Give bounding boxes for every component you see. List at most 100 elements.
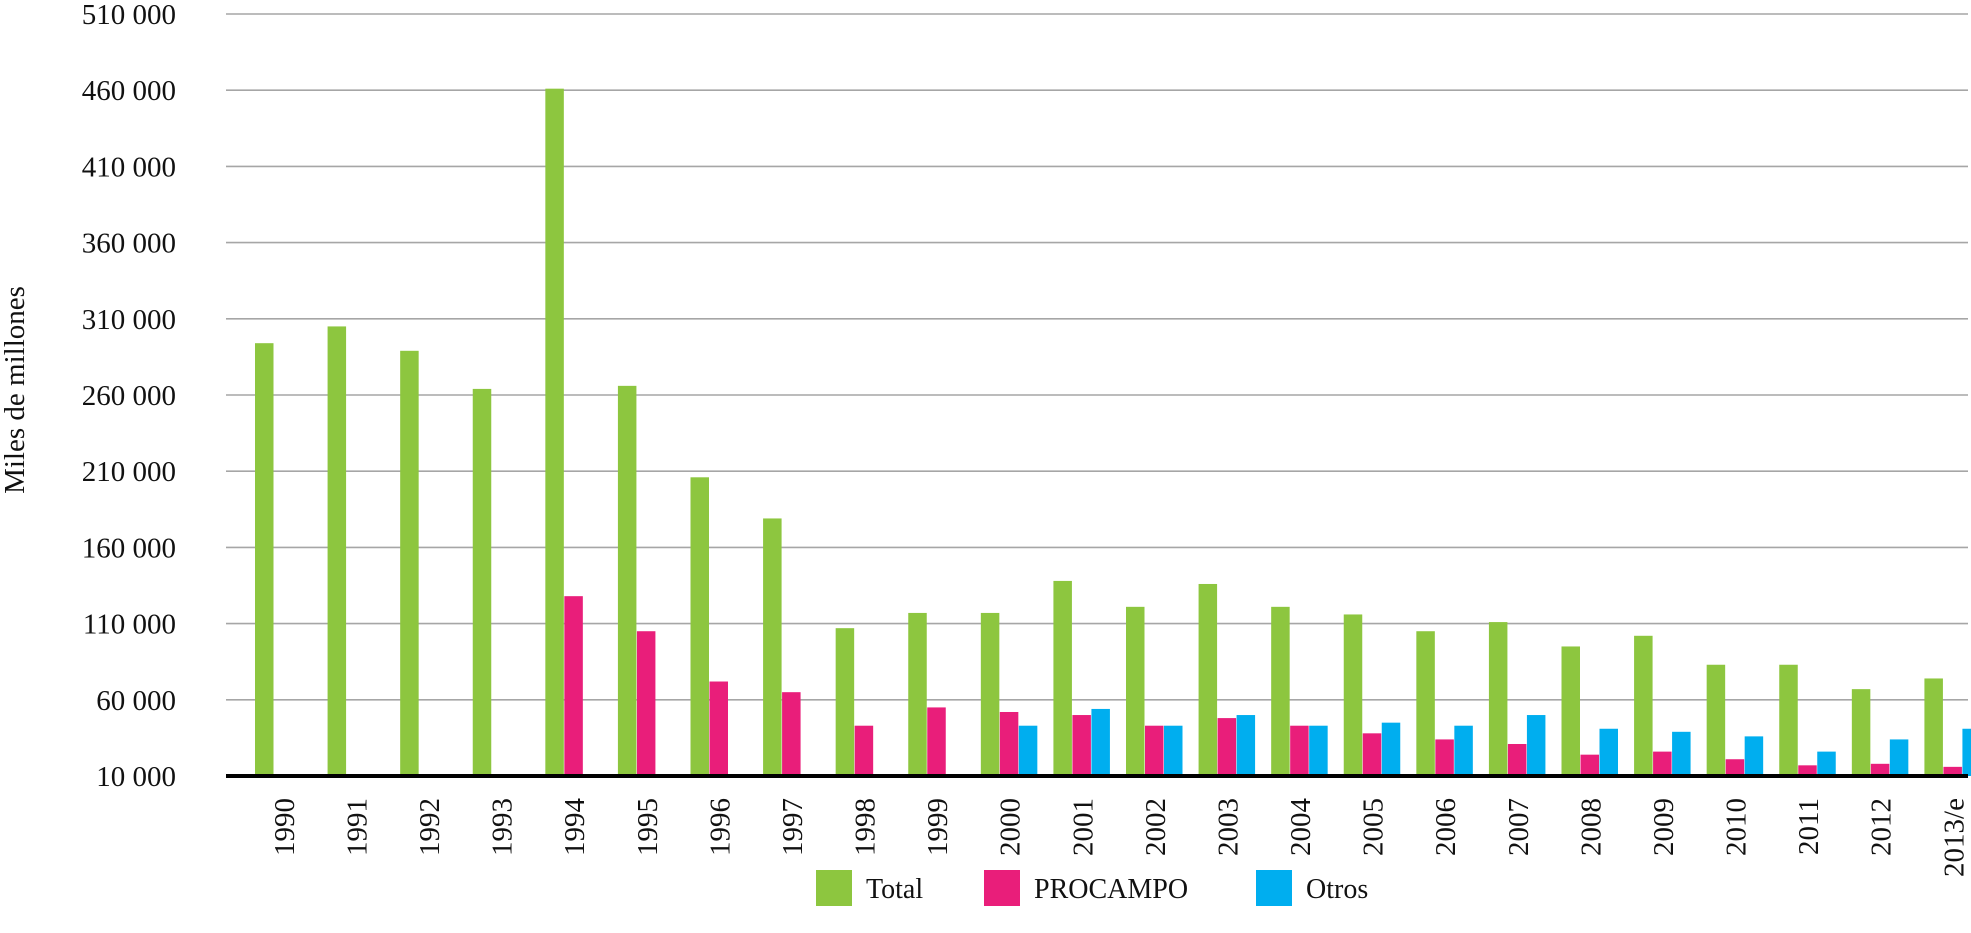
bar-procampo-2000 [999, 711, 1019, 776]
bar-procampo-1997 [782, 692, 801, 776]
x-tick-label: 2003 [1212, 798, 1244, 856]
x-tick-label: 1992 [414, 798, 446, 856]
x-tick-label: 2000 [995, 798, 1027, 856]
legend-swatch [984, 870, 1020, 906]
bar-otros-2004 [1309, 725, 1328, 776]
x-tick-label: 2002 [1140, 798, 1172, 856]
legend-item-total: Total [816, 870, 923, 906]
bar-otros-2007 [1526, 715, 1546, 776]
bar-procampo-2012 [1870, 763, 1890, 776]
x-tick-label: 1990 [269, 798, 301, 856]
bar-procampo-2004 [1290, 725, 1309, 776]
legend-item-otros: Otros [1256, 870, 1368, 906]
bar-otros-2006 [1454, 725, 1473, 776]
bar-total-2009 [1634, 635, 1653, 776]
bar-total-2005 [1343, 614, 1363, 776]
bar-total-1993 [472, 388, 492, 776]
bar-procampo-2013-e [1943, 766, 1962, 776]
bar-total-2011 [1779, 664, 1798, 776]
bar-procampo-2008 [1580, 754, 1599, 776]
bar-procampo-2009 [1653, 751, 1672, 776]
bar-total-1996 [690, 477, 709, 776]
x-tick-label: 2011 [1793, 798, 1825, 855]
bar-total-2007 [1488, 622, 1508, 776]
bar-procampo-1998 [854, 725, 874, 776]
y-tick-label: 310 000 [82, 304, 176, 336]
bar-otros-2010 [1744, 736, 1764, 776]
y-axis-tick-labels: 10 000 60 000 110 000 160 000 210 000 260 000… [82, 0, 176, 793]
bar-total-1999 [908, 612, 927, 776]
x-tick-label: 2004 [1285, 798, 1317, 857]
bar-total-2008 [1561, 646, 1580, 776]
legend-label: PROCAMPO [1034, 874, 1188, 905]
bar-total-2006 [1416, 631, 1435, 776]
bar-total-1992 [400, 350, 419, 776]
x-tick-label: 1995 [632, 798, 664, 856]
bar-otros-2001 [1091, 708, 1110, 776]
bar-total-1997 [763, 518, 782, 776]
y-tick-label: 60 000 [96, 685, 176, 717]
bar-otros-2012 [1889, 739, 1909, 776]
bar-total-1990 [255, 343, 274, 776]
bar-procampo-2010 [1725, 759, 1745, 776]
bar-procampo-2005 [1362, 733, 1382, 776]
bar-procampo-1995 [636, 631, 656, 776]
x-tick-label: 1999 [922, 798, 954, 856]
x-tick-label: 2005 [1358, 798, 1390, 856]
y-axis-title: Miles de millones [0, 286, 31, 494]
bar-otros-2005 [1381, 722, 1401, 776]
y-tick-label: 410 000 [82, 151, 176, 183]
legend-label: Total [866, 874, 923, 905]
y-tick-label: 260 000 [82, 380, 176, 412]
x-tick-label: 1997 [777, 798, 809, 856]
bar-total-2001 [1053, 580, 1072, 776]
bar-total-1991 [327, 326, 347, 776]
bar-procampo-2001 [1072, 715, 1091, 776]
y-tick-label: 360 000 [82, 228, 176, 260]
bar-total-2002 [1126, 606, 1145, 776]
x-tick-label: 2013/e [1938, 798, 1970, 877]
legend: Total PROCAMPO Otros [816, 870, 1368, 906]
y-tick-label: 510 000 [82, 0, 176, 31]
x-tick-label: 2009 [1648, 798, 1680, 856]
y-tick-label: 10 000 [96, 761, 176, 793]
bar-total-1995 [617, 385, 637, 776]
bar-procampo-1994 [564, 596, 583, 776]
bars [255, 88, 1971, 776]
legend-swatch [816, 870, 852, 906]
y-tick-label: 210 000 [82, 456, 176, 488]
bar-procampo-2011 [1798, 765, 1817, 776]
x-tick-label: 1998 [850, 798, 882, 856]
bar-procampo-1996 [709, 681, 728, 776]
bar-procampo-2003 [1217, 718, 1237, 776]
bar-total-2003 [1198, 583, 1218, 776]
gridlines [226, 13, 1968, 701]
y-tick-label: 160 000 [82, 532, 176, 564]
x-tick-label: 2012 [1866, 798, 1898, 856]
bar-total-2010 [1706, 664, 1726, 776]
bar-total-2012 [1851, 689, 1871, 776]
y-tick-label: 460 000 [82, 75, 176, 107]
x-tick-label: 2006 [1430, 798, 1462, 856]
bar-otros-2000 [1018, 725, 1038, 776]
bar-total-1998 [835, 628, 855, 776]
x-tick-label: 1994 [559, 798, 591, 857]
bar-otros-2008 [1599, 728, 1618, 776]
legend-swatch [1256, 870, 1292, 906]
legend-item-procampo: PROCAMPO [984, 870, 1188, 906]
x-tick-label: 1991 [341, 798, 373, 856]
bar-total-1994 [545, 88, 564, 776]
bar-procampo-2007 [1507, 743, 1527, 776]
x-axis-tick-labels: 1990 1991 1992 1993 1994 1995 1996 1997 1998 1999… [269, 798, 1970, 877]
bar-procampo-1999 [927, 707, 946, 776]
y-tick-label: 110 000 [83, 609, 176, 641]
bar-otros-2011 [1817, 751, 1836, 776]
bar-total-2004 [1271, 606, 1290, 776]
bar-otros-2013-e [1962, 728, 1971, 776]
bar-procampo-2002 [1145, 725, 1164, 776]
bar-otros-2002 [1164, 725, 1183, 776]
x-tick-label: 2001 [1067, 798, 1099, 856]
x-tick-label: 1993 [487, 798, 519, 856]
